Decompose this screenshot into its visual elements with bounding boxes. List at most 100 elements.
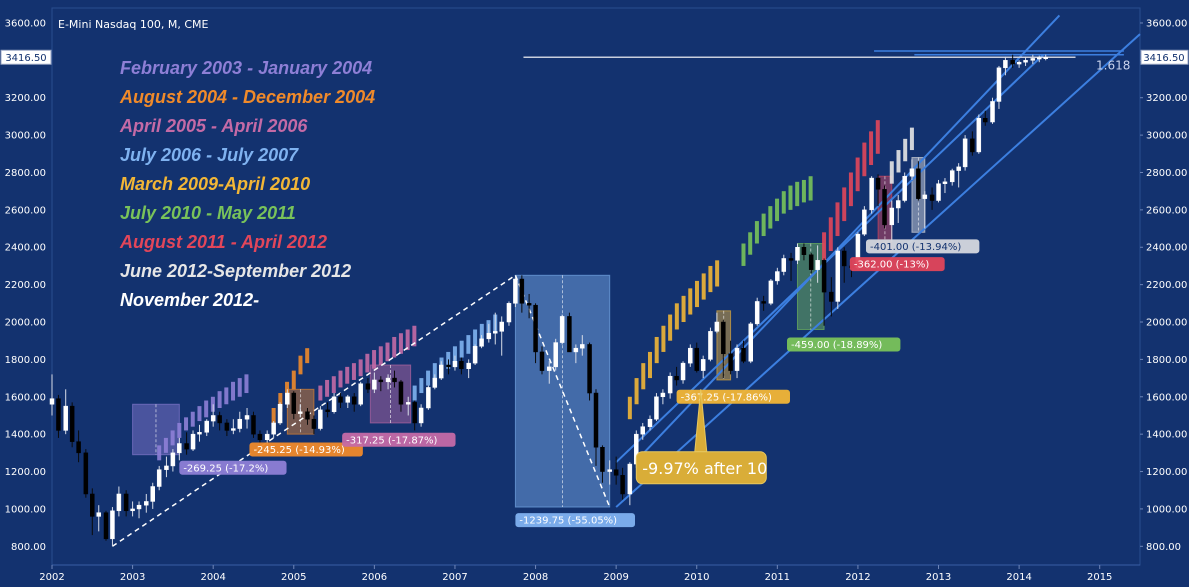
legend-entry: June 2012-September 2012 [120, 261, 351, 281]
candle-body [285, 392, 290, 405]
candle-body [559, 316, 565, 343]
candle-body [580, 344, 585, 349]
candle-body [533, 304, 538, 353]
fractal-bar [170, 430, 175, 446]
candle-body [305, 411, 310, 420]
y-tick-label-left: 1000.00 [5, 504, 46, 515]
candle-body [398, 381, 404, 405]
candle-body [539, 351, 545, 371]
candle-body [331, 396, 337, 412]
candle-body [761, 301, 766, 304]
candle-body [841, 250, 847, 267]
candle-body [613, 469, 619, 476]
candle-body [1010, 60, 1015, 65]
y-tick-label-right: 2600.00 [1146, 205, 1187, 216]
candle-body [970, 138, 975, 153]
fractal-bar [217, 391, 222, 408]
candle-body [150, 486, 155, 502]
candle-body [519, 278, 525, 304]
legend-entry: August 2004 - December 2004 [119, 87, 375, 107]
price-marker-left-label: 3416.50 [5, 53, 46, 64]
candle-body [237, 418, 243, 429]
candle-body [781, 258, 787, 272]
candle-body [567, 316, 572, 353]
candle-body [49, 398, 55, 405]
legend-entry: April 2005 - April 2006 [119, 116, 308, 136]
fractal-bar [338, 370, 343, 388]
x-tick-label: 2002 [39, 572, 64, 583]
candle-body [916, 168, 921, 199]
fractal-bar [412, 385, 417, 401]
candle-body [170, 452, 176, 467]
fractal-bar [869, 131, 874, 166]
fractal-bar [305, 348, 310, 364]
candle-body [351, 396, 357, 405]
candle-body [297, 411, 303, 414]
candle-body [190, 433, 196, 450]
fractal-bar [231, 381, 236, 401]
candle-body [553, 342, 558, 368]
candle-body [372, 379, 377, 390]
candle-body [513, 278, 518, 304]
candle-body [976, 118, 982, 153]
y-tick-label-left: 2000.00 [5, 318, 46, 329]
candle-body [378, 379, 384, 383]
candle-body [929, 194, 935, 201]
y-tick-label-right: 2000.00 [1146, 318, 1187, 329]
candle-body [573, 347, 579, 353]
legend-entry: February 2003 - January 2004 [120, 58, 372, 78]
candle-body [130, 508, 135, 512]
candle-body [936, 183, 941, 201]
y-tick-label-right: 2200.00 [1146, 280, 1187, 291]
candle-body [996, 67, 1002, 102]
candle-body [734, 347, 740, 371]
fractal-bar [365, 353, 370, 373]
fractal-bar [372, 350, 377, 369]
fractal-bar [325, 379, 330, 397]
candle-body [311, 418, 317, 429]
legend-entry: July 2006 - July 2007 [120, 145, 299, 165]
candle-body [714, 321, 720, 332]
candle-body [506, 303, 512, 323]
fractal-bar [452, 346, 457, 364]
candle-body [909, 168, 915, 177]
candle-body [593, 392, 599, 448]
x-tick-label: 2003 [120, 572, 145, 583]
retracement-label-bg [865, 239, 980, 254]
candle-body [862, 209, 867, 235]
candle-body [667, 375, 673, 394]
fractal-bar [351, 363, 356, 380]
candle-body [184, 443, 189, 450]
y-tick-label-right: 3000.00 [1146, 131, 1187, 142]
retracement-label-bg [849, 257, 945, 272]
fractal-bar [654, 336, 659, 364]
candle-body [882, 189, 887, 226]
fractal-bar [801, 179, 806, 203]
candle-body [116, 493, 122, 512]
candle-body [990, 101, 995, 123]
candle-body [136, 504, 142, 510]
fractal-bar [795, 181, 800, 207]
fractal-bar [674, 303, 679, 330]
y-tick-label-right: 1800.00 [1146, 355, 1187, 366]
fractal-bar [715, 260, 720, 287]
candle-body [1037, 57, 1042, 60]
fractal-bar [479, 323, 484, 343]
y-tick-label-left: 1800.00 [5, 355, 46, 366]
fractal-bar [788, 185, 793, 210]
fractal-bar [473, 329, 478, 349]
fractal-bar [808, 176, 813, 201]
fractal-bar [835, 202, 840, 237]
fractal-bar [432, 363, 437, 379]
candle-body [144, 501, 149, 506]
x-tick-label: 2004 [200, 572, 225, 583]
candle-body [224, 422, 230, 431]
retracement-label-bg [787, 337, 901, 352]
candle-body [1023, 60, 1028, 63]
fractal-bar [204, 400, 209, 418]
retracement-label: -401.00 (-13.94%) [870, 242, 961, 253]
fractal-bar [197, 406, 202, 422]
candle-body [231, 428, 236, 431]
